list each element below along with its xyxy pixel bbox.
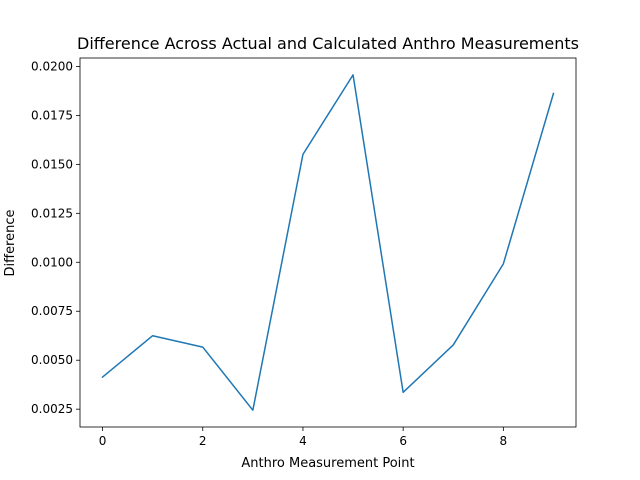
x-axis-label: Anthro Measurement Point <box>241 456 414 471</box>
y-tick-label: 0.0200 <box>31 59 73 73</box>
y-tick-label: 0.0150 <box>31 157 73 171</box>
x-tick-label: 2 <box>199 434 207 448</box>
y-tick-label: 0.0125 <box>31 206 73 220</box>
x-tick-label: 0 <box>99 434 107 448</box>
x-tick-label: 6 <box>399 434 407 448</box>
x-tick-label: 4 <box>299 434 307 448</box>
y-tick-label: 0.0100 <box>31 255 73 269</box>
y-tick-label: 0.0050 <box>31 353 73 367</box>
axes-frame <box>79 57 577 428</box>
y-tick-label: 0.0175 <box>31 108 73 122</box>
y-tick-label: 0.0075 <box>31 304 73 318</box>
y-tick-label: 0.0025 <box>31 402 73 416</box>
series-line-0 <box>101 74 555 411</box>
chart-title: Difference Across Actual and Calculated … <box>77 34 579 53</box>
x-tick-label: 8 <box>500 434 508 448</box>
y-axis-label: Difference <box>3 209 18 276</box>
plot-area: 0 2 4 6 8 0.0025 0.0050 0.0075 0.0100 0.0125 0.015… <box>31 57 577 448</box>
